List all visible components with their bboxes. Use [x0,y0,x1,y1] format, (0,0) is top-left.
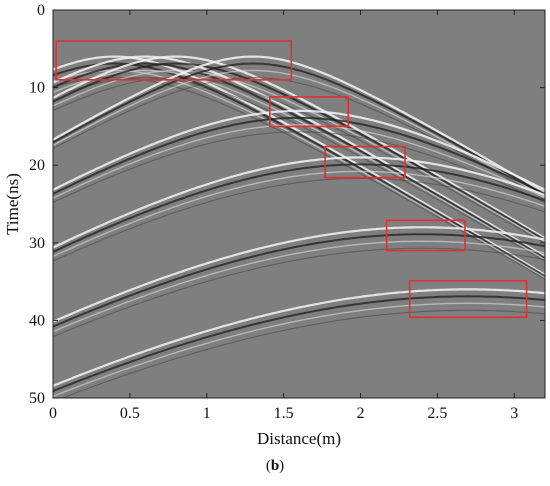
hyperbola-4-band-1 [53,55,545,194]
x-tick-label: 2 [357,405,365,422]
y-tick-label: 0 [37,2,45,19]
y-tick-label: 40 [29,312,45,329]
x-tick-label: 2.5 [427,405,447,422]
annotation-box-5 [408,279,528,319]
hyperbola-6-band-1 [53,156,545,249]
hyperbola-4-band-2 [53,62,545,196]
x-tick-label: 1 [203,405,211,422]
caption-label: b [270,458,280,474]
annotation-box-layer [55,40,528,319]
hyperbola-5 [53,109,545,204]
plot-frame [52,9,546,399]
x-tick-label: 3 [510,405,518,422]
hyperbola-3 [53,55,545,245]
hyperbola-8-band-4 [60,309,545,398]
hyperbola-7-band-3 [53,240,545,333]
hyperbola-7-band-4 [53,247,545,338]
hyperbola-7-band-1 [53,226,545,323]
x-tick-label: 0.5 [120,405,140,422]
y-tick-label: 30 [29,235,45,252]
y-axis-title: Time(ns) [3,173,22,235]
hyperbola-1-band-4 [53,76,545,280]
hyperbola-8-band-2 [53,295,545,393]
annotation-box-1 [55,40,293,81]
hyperbola-2-band-3 [53,69,545,261]
plot-background [53,10,545,398]
hyperbola-5-band-4 [53,131,545,204]
hyperbola-7 [53,226,545,338]
hyperbola-6 [53,156,545,262]
caption-open-paren: ( [265,458,271,474]
hyperbola-1-band-1 [53,55,545,276]
hyperbola-7-band-2 [53,233,545,328]
y-tick-label: 20 [29,157,45,174]
hyperbola-3-band-1 [53,55,545,240]
hyperbola-6-band-4 [53,177,545,262]
caption-close-paren: ) [279,458,285,474]
y-tick-label: 50 [29,390,45,407]
hyperbola-6-band-2 [53,163,545,253]
hyperbola-4-band-4 [53,76,545,200]
hyperbola-5-band-1 [53,109,545,191]
annotation-box-2 [268,96,349,128]
x-tick-label: 1.5 [274,405,294,422]
hyperbola-2-band-1 [53,55,545,258]
annotation-box-3 [324,145,406,179]
hyperbola-8-band-1 [53,288,545,387]
hyperbola-8 [53,288,545,398]
x-axis-title: Distance(m) [257,429,341,448]
y-tick-label: 10 [29,80,45,97]
hyperbola-5-band-3 [53,124,545,199]
x-tick-label: 0 [49,405,57,422]
hyperbola-3-band-2 [53,62,545,241]
hyperbola-3-band-3 [53,69,545,243]
hyperbola-5-band-2 [53,116,545,195]
hyperbola-6-band-3 [53,170,545,258]
hyperbola-8-band-3 [53,302,545,397]
annotation-box-4 [385,219,466,252]
hyperbola-layer [53,55,545,398]
figure-caption: (b) [0,458,550,475]
